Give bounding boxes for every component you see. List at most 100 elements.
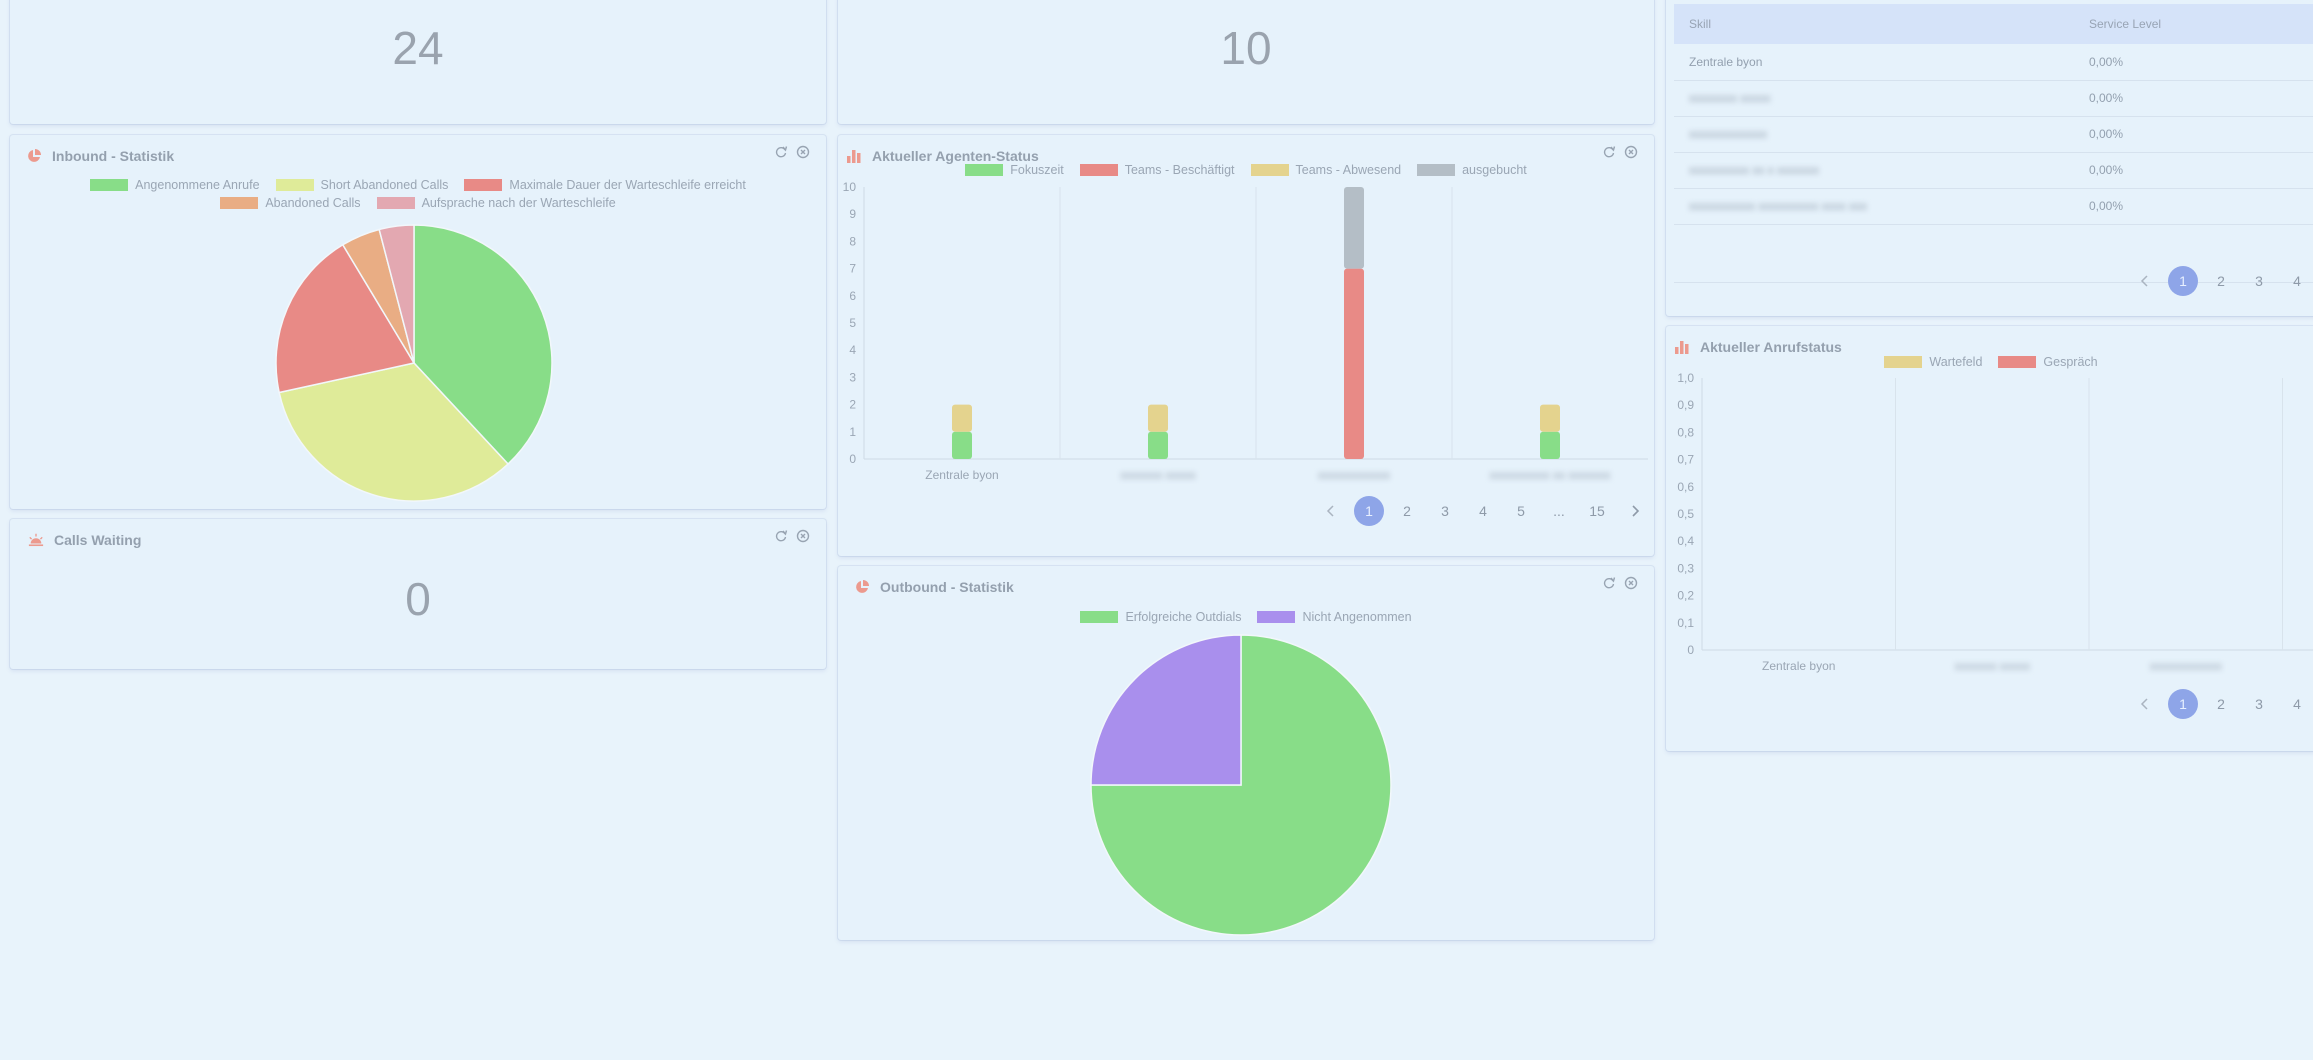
page-button-2[interactable]: 2	[2217, 696, 2225, 712]
legend-item-short-abandoned-calls[interactable]: Short Abandoned Calls	[275, 178, 449, 192]
card-title: Aktueller Agenten-Status	[872, 148, 1039, 164]
close-icon[interactable]	[796, 145, 810, 159]
outbound-statistics-card: Outbound - Statistik Erfolgreiche Outdia…	[838, 566, 1654, 940]
table-row[interactable]: xxxxxxxxxxx xxxxxxxxxx xxxx xxx 0,00%	[1674, 188, 2313, 225]
page-button-4[interactable]: 4	[1479, 503, 1487, 519]
y-tick-label: 0,1	[1677, 616, 1694, 630]
legend-item-ausgebucht[interactable]: ausgebucht	[1417, 163, 1527, 177]
legend-item-abandoned-calls[interactable]: Abandoned Calls	[220, 196, 361, 210]
table-row[interactable]: xxxxxxxxxxxxx 0,00%	[1674, 116, 2313, 153]
refresh-icon[interactable]	[774, 145, 788, 159]
page-button-5[interactable]: 5	[1517, 503, 1525, 519]
pie-slice-short-abandoned-calls[interactable]	[278, 362, 510, 502]
legend-swatch	[220, 197, 259, 209]
legend-label: ausgebucht	[1462, 163, 1527, 177]
page-button-1[interactable]: 1	[1350, 495, 1388, 527]
chevron-left-icon[interactable]	[2126, 688, 2164, 720]
page-button-15[interactable]: 15	[1589, 503, 1605, 519]
sunrise-icon	[28, 532, 44, 548]
bar-teams-besch-ftigt-2[interactable]	[1344, 268, 1364, 459]
x-tick-label: xxxxxxx xxxxx	[1955, 659, 2030, 673]
pie-slice-maximale-dauer-der-warteschleife-erreicht[interactable]	[275, 243, 416, 394]
refresh-icon[interactable]	[774, 529, 788, 543]
legend-label: Nicht Angenommen	[1302, 610, 1412, 624]
page-button-3[interactable]: 3	[2255, 696, 2263, 712]
chevron-left-icon[interactable]	[2126, 265, 2164, 297]
legend-item-teams-abwesend[interactable]: Teams - Abwesend	[1250, 163, 1401, 177]
page-button-2[interactable]: 2	[2217, 273, 2225, 289]
agent-status-card: Aktueller Agenten-Status Fokuszeit Teams …	[838, 135, 1654, 556]
x-tick-label: Zentrale byon	[925, 468, 998, 482]
y-tick-label: 0,3	[1677, 561, 1694, 575]
legend-item-wartefeld[interactable]: Wartefeld	[1884, 355, 1982, 369]
y-tick-label: 4	[849, 343, 856, 357]
legend-label: Short Abandoned Calls	[320, 178, 449, 192]
skill-cell: xxxxxxxxxx xx x xxxxxxx	[1674, 152, 2074, 189]
call-status-bar-chart: 0 0,1 0,2 0,3 0,4 0,5 0,6 0,7 0,8 0,9 1,0 Zentrale …	[1677, 371, 2313, 673]
y-tick-label: 3	[849, 370, 856, 384]
legend-item-erfolgreiche-outdials[interactable]: Erfolgreiche Outdials	[1080, 610, 1241, 624]
bar-fokuszeit-0[interactable]	[952, 431, 972, 459]
y-tick-label: 5	[849, 316, 856, 330]
bar-teams-abwesend-1[interactable]	[1148, 404, 1168, 432]
legend-swatch	[1250, 164, 1289, 176]
service-level-cell: 0,00%	[2074, 80, 2313, 117]
page-button-1[interactable]: 1	[2164, 265, 2202, 297]
stat-card-top-mid: 10	[838, 0, 1654, 124]
chevron-left-icon[interactable]	[1312, 495, 1350, 527]
column-header-service-level[interactable]: Service Level	[2074, 4, 2313, 44]
table-row[interactable]: Zentrale byon 0,00%	[1674, 44, 2313, 81]
x-tick-label: xxxxxxxxxxxx	[1318, 468, 1390, 482]
x-tick-label: xxxxxxx xxxxx	[1120, 468, 1195, 482]
page-button-1[interactable]: 1	[2164, 688, 2202, 720]
legend-item-maximale-dauer-der-warteschleife-erreicht[interactable]: Maximale Dauer der Warteschleife erreich…	[464, 178, 746, 192]
pie-slice-aufsprache-nach-der-warteschleife[interactable]	[378, 224, 415, 364]
close-icon[interactable]	[1624, 145, 1638, 159]
bar-teams-abwesend-3[interactable]	[1540, 404, 1560, 432]
calls-waiting-value: 0	[405, 573, 431, 625]
close-icon[interactable]	[796, 529, 810, 543]
legend-swatch	[1884, 356, 1923, 368]
pie-slice-angenommene-anrufe[interactable]	[413, 224, 553, 466]
legend-label: Aufsprache nach der Warteschleife	[421, 196, 616, 210]
chevron-right-icon[interactable]	[1616, 495, 1654, 527]
page-button-2[interactable]: 2	[1403, 503, 1411, 519]
refresh-icon[interactable]	[1602, 576, 1616, 590]
refresh-icon[interactable]	[1602, 145, 1616, 159]
card-title: Calls Waiting	[54, 532, 142, 548]
bar-ausgebucht-2[interactable]	[1344, 187, 1364, 269]
bar-teams-abwesend-0[interactable]	[952, 404, 972, 432]
bar-chart-icon	[846, 148, 862, 164]
legend-item-angenommene-anrufe[interactable]: Angenommene Anrufe	[90, 178, 260, 192]
page-button-3[interactable]: 3	[2255, 273, 2263, 289]
legend-swatch	[376, 197, 415, 209]
legend-label: Teams - Beschäftigt	[1124, 163, 1235, 177]
y-tick-label: 0,8	[1677, 425, 1694, 439]
pie-chart-icon	[854, 579, 870, 595]
pie-slice-erfolgreiche-outdials[interactable]	[1090, 634, 1392, 936]
legend-item-fokuszeit[interactable]: Fokuszeit	[965, 163, 1064, 177]
service-level-card: Skill Service Level Zentrale byon 0,00% xx…	[1666, 0, 2313, 316]
legend-item-nicht-angenommen[interactable]: Nicht Angenommen	[1257, 610, 1412, 624]
page-button-3[interactable]: 3	[1441, 503, 1449, 519]
y-tick-label: 1	[849, 425, 856, 439]
bar-fokuszeit-1[interactable]	[1148, 431, 1168, 459]
page-button-4[interactable]: 4	[2293, 696, 2301, 712]
page-button-4[interactable]: 4	[2293, 273, 2301, 289]
column-header-skill[interactable]: Skill	[1674, 4, 2074, 44]
card-header: Inbound - Statistik	[26, 145, 174, 167]
legend-item-gespr-ch[interactable]: Gespräch	[1998, 355, 2098, 369]
pie-slice-nicht-angenommen[interactable]	[1090, 634, 1242, 786]
table-row[interactable]: xxxxxxxxxx xx x xxxxxxx 0,00%	[1674, 152, 2313, 189]
close-icon[interactable]	[1624, 576, 1638, 590]
legend-item-aufsprache-nach-der-warteschleife[interactable]: Aufsprache nach der Warteschleife	[376, 196, 616, 210]
legend-swatch	[464, 179, 503, 191]
legend-swatch	[1080, 611, 1119, 623]
legend-item-teams-besch-ftigt[interactable]: Teams - Beschäftigt	[1079, 163, 1235, 177]
table-row[interactable]: xxxxxxxx xxxxx 0,00%	[1674, 80, 2313, 117]
bar-fokuszeit-3[interactable]	[1540, 431, 1560, 459]
pagination: 1 2 3 4 5... 15	[1312, 495, 1654, 527]
legend-swatch	[1257, 611, 1296, 623]
y-tick-label: 0	[1687, 643, 1694, 657]
